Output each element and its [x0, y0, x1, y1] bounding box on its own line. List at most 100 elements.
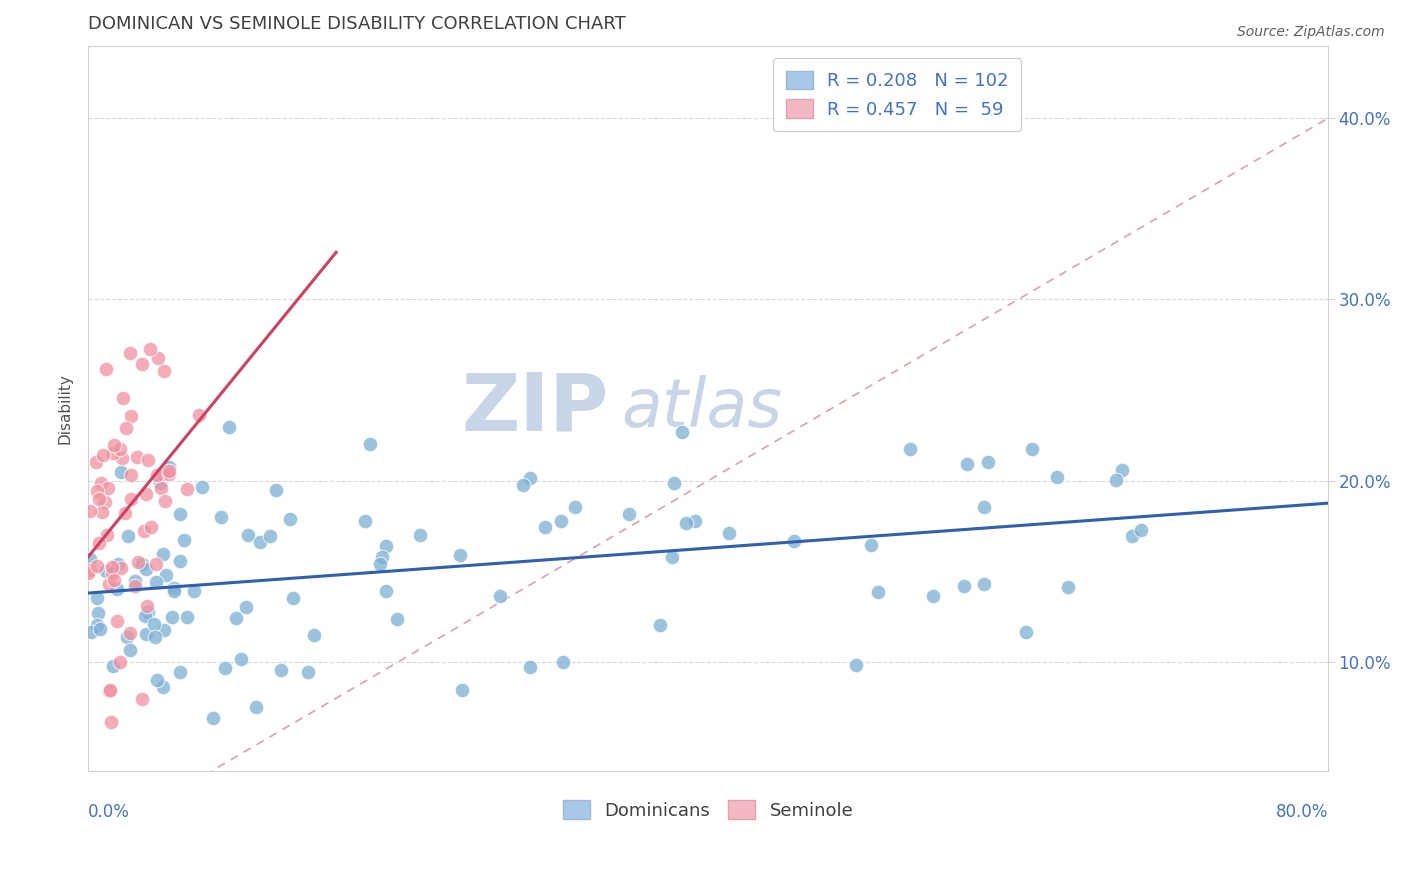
Point — [135, 626, 157, 640]
Point — [105, 614, 128, 628]
Point — [111, 391, 134, 405]
Point — [155, 567, 177, 582]
Point — [136, 453, 159, 467]
Point — [79, 551, 101, 566]
Point — [91, 505, 114, 519]
Point — [617, 507, 640, 521]
Point — [94, 361, 117, 376]
Point — [120, 409, 142, 423]
Point — [152, 680, 174, 694]
Point — [80, 625, 103, 640]
Text: atlas: atlas — [621, 376, 783, 442]
Point — [110, 561, 132, 575]
Point — [94, 564, 117, 578]
Point — [973, 577, 995, 591]
Point — [1105, 473, 1128, 487]
Point — [115, 421, 138, 435]
Point — [169, 665, 191, 679]
Point — [183, 583, 205, 598]
Point — [163, 581, 186, 595]
Point — [77, 566, 100, 581]
Point — [717, 526, 740, 541]
Point — [259, 529, 281, 543]
Point — [218, 420, 240, 434]
Point — [139, 520, 162, 534]
Point — [79, 504, 101, 518]
Text: Source: ZipAtlas.com: Source: ZipAtlas.com — [1237, 25, 1385, 39]
Point — [354, 514, 377, 528]
Point — [648, 618, 671, 632]
Point — [450, 682, 472, 697]
Point — [157, 459, 180, 474]
Point — [157, 467, 180, 481]
Point — [214, 661, 236, 675]
Point — [138, 342, 160, 356]
Point — [245, 700, 267, 714]
Point — [550, 514, 572, 528]
Point — [169, 554, 191, 568]
Point — [98, 682, 121, 697]
Point — [371, 550, 394, 565]
Point — [96, 528, 118, 542]
Point — [127, 555, 149, 569]
Point — [153, 623, 176, 637]
Point — [87, 536, 110, 550]
Point — [661, 549, 683, 564]
Point — [98, 577, 121, 591]
Point — [86, 618, 108, 632]
Point — [976, 455, 998, 469]
Point — [100, 714, 122, 729]
Point — [108, 655, 131, 669]
Point — [146, 673, 169, 687]
Point — [859, 538, 882, 552]
Point — [173, 533, 195, 547]
Point — [956, 457, 979, 471]
Point — [359, 437, 381, 451]
Point — [564, 500, 586, 515]
Point — [87, 491, 110, 506]
Point — [1046, 470, 1069, 484]
Point — [385, 612, 408, 626]
Point — [134, 608, 156, 623]
Point — [79, 562, 101, 576]
Point — [176, 482, 198, 496]
Point — [1014, 625, 1036, 640]
Point — [105, 582, 128, 597]
Point — [100, 559, 122, 574]
Point — [150, 481, 173, 495]
Point — [236, 528, 259, 542]
Point — [98, 684, 121, 698]
Point — [135, 487, 157, 501]
Point — [973, 500, 995, 515]
Point — [103, 437, 125, 451]
Point — [120, 467, 142, 482]
Point — [120, 491, 142, 506]
Point — [87, 606, 110, 620]
Point — [145, 558, 167, 572]
Point — [868, 585, 890, 599]
Point — [101, 566, 124, 580]
Point — [235, 599, 257, 614]
Text: 80.0%: 80.0% — [1275, 804, 1329, 822]
Point — [94, 495, 117, 509]
Point — [374, 584, 396, 599]
Point — [1129, 523, 1152, 537]
Point — [188, 408, 211, 422]
Point — [209, 510, 232, 524]
Point — [131, 692, 153, 706]
Point — [152, 364, 174, 378]
Point — [134, 562, 156, 576]
Point — [124, 574, 146, 588]
Point — [534, 520, 557, 534]
Point — [115, 630, 138, 644]
Point — [368, 557, 391, 571]
Point — [519, 660, 541, 674]
Point — [101, 445, 124, 459]
Point — [952, 578, 974, 592]
Point — [201, 711, 224, 725]
Point — [153, 494, 176, 508]
Point — [103, 573, 125, 587]
Point — [157, 464, 180, 478]
Point — [409, 528, 432, 542]
Point — [118, 625, 141, 640]
